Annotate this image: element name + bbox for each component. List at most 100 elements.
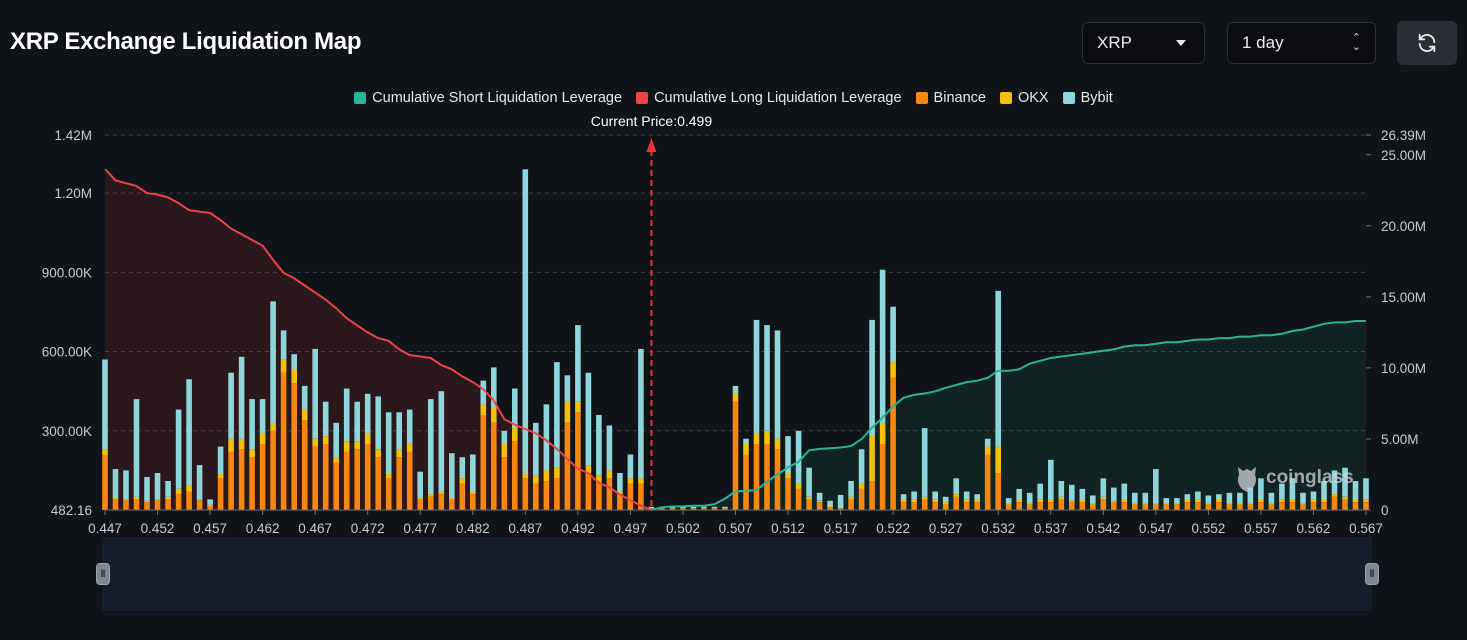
bar-okx bbox=[1268, 503, 1275, 505]
bar-bybit bbox=[974, 494, 980, 500]
bar-okx bbox=[701, 508, 707, 509]
bar-bybit bbox=[1163, 498, 1170, 504]
bar-okx bbox=[858, 483, 865, 489]
x-tick-label: 0.487 bbox=[508, 521, 542, 536]
bar-binance bbox=[942, 504, 949, 510]
bar-binance bbox=[1037, 502, 1043, 510]
bar-okx bbox=[449, 498, 455, 500]
bar-okx bbox=[1247, 503, 1254, 505]
bar-okx bbox=[953, 494, 959, 497]
bar-okx bbox=[1026, 503, 1033, 505]
bar-binance bbox=[291, 383, 297, 510]
bar-bybit bbox=[827, 500, 833, 507]
bar-okx bbox=[1352, 499, 1359, 502]
bar-binance bbox=[165, 499, 171, 510]
bar-bybit bbox=[984, 438, 991, 447]
bar-binance bbox=[753, 444, 760, 510]
x-tick-label: 0.552 bbox=[1191, 521, 1225, 536]
coin-select[interactable]: XRP bbox=[1082, 22, 1205, 64]
bar-okx bbox=[396, 449, 402, 458]
bar-binance bbox=[911, 502, 917, 510]
timeframe-select[interactable]: 1 day ⌃ ⌄ bbox=[1227, 22, 1376, 64]
bar-bybit bbox=[1079, 488, 1086, 500]
bar-bybit bbox=[953, 478, 959, 495]
bar-okx bbox=[1321, 499, 1327, 502]
bar-okx bbox=[1195, 499, 1201, 502]
x-tick-label: 0.502 bbox=[666, 521, 700, 536]
legend-label-okx: OKX bbox=[1017, 90, 1049, 106]
legend-item-long[interactable]: Cumulative Long Liquidation Leverage bbox=[636, 90, 902, 106]
bar-bybit bbox=[900, 494, 907, 500]
chart-legend: Cumulative Short Liquidation Leverage Cu… bbox=[0, 90, 1467, 106]
bar-binance bbox=[1331, 496, 1338, 510]
zoom-slider-right-handle[interactable]: ‖ bbox=[1365, 563, 1379, 585]
bar-bybit bbox=[732, 385, 739, 394]
zoom-slider-left-handle[interactable]: ‖ bbox=[96, 563, 110, 585]
bar-okx bbox=[564, 401, 571, 423]
bar-bybit bbox=[869, 319, 875, 437]
bar-bybit bbox=[932, 491, 938, 500]
bar-okx bbox=[1331, 494, 1338, 497]
bar-bybit bbox=[207, 499, 213, 505]
x-tick-label: 0.547 bbox=[1139, 521, 1173, 536]
bar-binance bbox=[879, 444, 886, 510]
zoom-slider-track[interactable] bbox=[102, 537, 1372, 611]
bar-binance bbox=[238, 449, 245, 510]
legend-item-okx[interactable]: OKX bbox=[999, 90, 1049, 106]
bar-okx bbox=[606, 470, 613, 479]
legend-item-bybit[interactable]: Bybit bbox=[1062, 90, 1113, 106]
bar-bybit bbox=[428, 399, 434, 495]
bar-binance bbox=[1111, 502, 1117, 510]
bar-okx bbox=[627, 478, 634, 484]
bar-bybit bbox=[333, 422, 339, 458]
bar-okx bbox=[1216, 499, 1222, 502]
bar-okx bbox=[984, 446, 991, 455]
bar-bybit bbox=[123, 470, 129, 500]
bar-okx bbox=[1142, 503, 1149, 505]
bar-binance bbox=[837, 508, 844, 510]
bar-bybit bbox=[617, 473, 623, 492]
y-left-tick-label: 482.16 bbox=[51, 503, 92, 518]
bar-bybit bbox=[154, 473, 161, 500]
bar-okx bbox=[659, 508, 665, 509]
x-tick-label: 0.567 bbox=[1349, 521, 1383, 536]
bar-okx bbox=[848, 496, 854, 500]
bar-binance bbox=[900, 502, 907, 510]
bar-okx bbox=[543, 470, 550, 481]
bar-okx bbox=[669, 508, 676, 509]
bar-bybit bbox=[238, 356, 245, 439]
bar-binance bbox=[196, 500, 203, 510]
bar-binance bbox=[627, 483, 634, 510]
bar-bybit bbox=[291, 354, 297, 370]
x-tick-label: 0.477 bbox=[403, 521, 437, 536]
bar-binance bbox=[638, 483, 644, 510]
bar-bybit bbox=[1016, 488, 1022, 500]
bar-okx bbox=[774, 438, 781, 450]
bar-binance bbox=[890, 378, 896, 510]
bar-bybit bbox=[1352, 481, 1359, 500]
coin-select-value: XRP bbox=[1097, 33, 1132, 52]
bar-bybit bbox=[795, 430, 802, 484]
bar-okx bbox=[123, 499, 129, 501]
bar-binance bbox=[1205, 504, 1212, 510]
bar-okx bbox=[491, 407, 497, 423]
bar-bybit bbox=[322, 401, 329, 436]
bar-bybit bbox=[848, 481, 854, 497]
bar-okx bbox=[301, 409, 308, 421]
bar-bybit bbox=[259, 399, 266, 434]
bar-bybit bbox=[343, 388, 350, 442]
bar-okx bbox=[1069, 500, 1075, 503]
bar-okx bbox=[711, 508, 718, 509]
legend-item-binance[interactable]: Binance bbox=[915, 90, 986, 106]
legend-item-short[interactable]: Cumulative Short Liquidation Leverage bbox=[354, 90, 622, 106]
bar-binance bbox=[1300, 504, 1306, 510]
bar-bybit bbox=[1237, 492, 1243, 504]
y-left-tick-label: 300.00K bbox=[42, 424, 92, 439]
bar-bybit bbox=[1100, 478, 1107, 497]
bar-binance bbox=[1121, 502, 1128, 510]
bar-okx bbox=[417, 498, 423, 500]
bar-binance bbox=[1279, 502, 1285, 510]
bar-bybit bbox=[417, 471, 423, 499]
bar-binance bbox=[207, 506, 213, 510]
refresh-button[interactable] bbox=[1397, 21, 1457, 65]
